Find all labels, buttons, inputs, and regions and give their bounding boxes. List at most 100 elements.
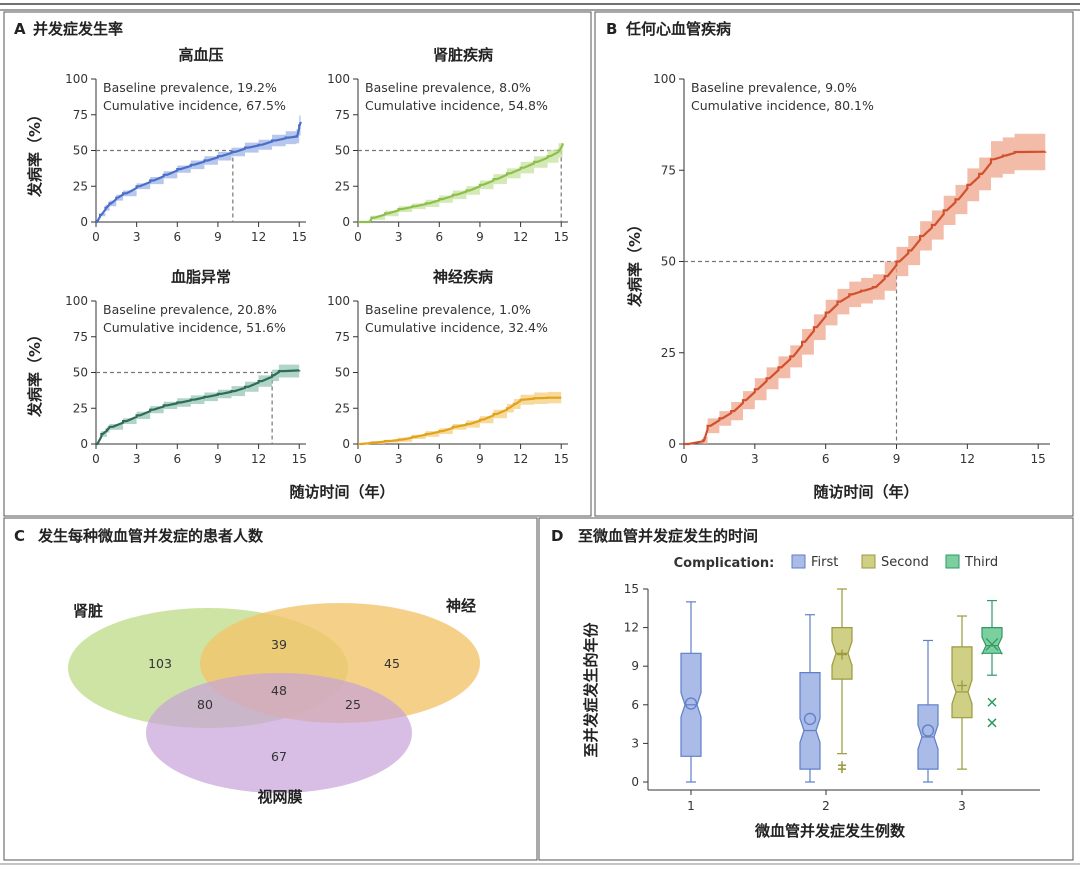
y-tick-label: 25 — [335, 401, 350, 415]
x-tick-label: 6 — [173, 230, 181, 244]
panel-d-title: 至微血管并发症发生的时间 — [578, 527, 758, 545]
x-tick-label: 9 — [214, 452, 222, 466]
x-tick-label: 2 — [822, 799, 830, 813]
annotation-line: Baseline prevalence, 8.0% — [365, 80, 531, 95]
x-tick-label: 12 — [513, 452, 528, 466]
box-body — [981, 626, 1003, 655]
panel-b-letter: B — [606, 20, 617, 38]
annotation-line: Baseline prevalence, 1.0% — [365, 302, 531, 317]
panel-b-heading: B 任何心血管疾病 — [606, 20, 731, 38]
y-tick-label: 50 — [73, 144, 88, 158]
y-tick-label: 0 — [342, 437, 350, 451]
panel-a-title: 并发症发生率 — [33, 20, 123, 38]
panel-a-heading: A 并发症发生率 — [14, 20, 123, 38]
y-tick-label: 75 — [73, 330, 88, 344]
panel-d-frame — [538, 517, 1074, 861]
x-tick-label: 0 — [354, 452, 362, 466]
panel-b-frame — [594, 11, 1074, 517]
incidence-curve — [358, 143, 564, 224]
mean-marker — [684, 697, 698, 710]
annotation-line: Baseline prevalence, 19.2% — [103, 80, 277, 95]
x-tick-label: 15 — [554, 230, 569, 244]
y-tick-label: 15 — [624, 582, 639, 596]
x-tick-label: 3 — [751, 452, 759, 466]
box-3-third — [981, 599, 1003, 728]
box-2-first — [799, 614, 821, 783]
line-chart-a4: 0 25 50 75 100 0 3 6 9 12 15 神经疾病 Baseline prevalenc… — [327, 268, 569, 466]
chart-title: 血脂异常 — [171, 268, 231, 286]
y-tick-label: 75 — [335, 330, 350, 344]
panel-b-xlabel: 随访时间（年） — [813, 483, 918, 501]
venn-label-neuro: 神经 — [446, 597, 476, 615]
venn-count-neuro-only: 45 — [384, 656, 400, 671]
venn-count-kidney-retina: 80 — [197, 697, 213, 712]
y-tick-label: 25 — [335, 179, 350, 193]
y-tick-label: 0 — [80, 215, 88, 229]
panel-a-xlabel: 随访时间（年） — [289, 483, 394, 501]
panel-b-title: 任何心血管疾病 — [625, 20, 731, 38]
annotation-line: Cumulative incidence, 54.8% — [365, 98, 548, 113]
incidence-curve — [684, 150, 1047, 446]
y-tick-label: 25 — [661, 346, 676, 360]
y-tick-label: 75 — [73, 108, 88, 122]
incidence-curve — [96, 121, 302, 224]
annotation-line: Baseline prevalence, 20.8% — [103, 302, 277, 317]
box-2-second — [831, 588, 853, 774]
y-tick-label: 0 — [631, 775, 639, 789]
panel-d-letter: D — [551, 527, 563, 545]
y-tick-label: 50 — [335, 144, 350, 158]
legend-swatch-second — [861, 554, 876, 569]
confidence-band — [358, 391, 562, 444]
x-tick-label: 6 — [822, 452, 830, 466]
x-tick-label: 12 — [251, 452, 266, 466]
y-tick-label: 50 — [661, 255, 676, 269]
annotation-line: Cumulative incidence, 80.1% — [691, 98, 874, 113]
x-tick-label: 0 — [354, 230, 362, 244]
x-tick-label: 6 — [435, 452, 443, 466]
panel-d-heading: D 至微血管并发症发生的时间 — [551, 527, 758, 545]
mean-marker — [957, 680, 967, 691]
box-1-first — [680, 601, 702, 783]
venn-label-retina: 视网膜 — [257, 788, 302, 806]
y-tick-label: 12 — [624, 621, 639, 635]
x-tick-label: 3 — [133, 452, 141, 466]
x-tick-label: 12 — [960, 452, 975, 466]
venn-count-neuro-retina: 25 — [345, 697, 361, 712]
annotation-line: Cumulative incidence, 67.5% — [103, 98, 286, 113]
confidence-band — [358, 131, 563, 222]
x-tick-label: 15 — [554, 452, 569, 466]
mean-marker — [985, 637, 999, 651]
line-chart-a3: 0 25 50 75 100 0 3 6 9 12 15 血脂异常 Baseline prevalenc… — [65, 268, 307, 466]
chart-title: 神经疾病 — [433, 268, 493, 286]
x-tick-label: 0 — [680, 452, 688, 466]
y-tick-label: 25 — [73, 401, 88, 415]
x-tick-label: 12 — [251, 230, 266, 244]
mean-marker — [921, 724, 935, 737]
x-tick-label: 3 — [395, 452, 403, 466]
legend-label-second: Second — [881, 555, 929, 570]
legend-title: Complication: — [674, 556, 775, 571]
x-tick-label: 3 — [133, 230, 141, 244]
panel-a-ylabel-bottom: 发病率（%） — [26, 327, 44, 418]
x-tick-label: 0 — [92, 230, 100, 244]
venn-set-retina — [146, 673, 412, 793]
y-tick-label: 6 — [631, 698, 639, 712]
legend-swatch-third — [945, 554, 960, 569]
box-ylabel: 至并发症发生的年份 — [582, 622, 600, 758]
box-xlabel: 微血管并发症发生例数 — [754, 822, 906, 840]
confidence-band — [684, 133, 1046, 444]
chart-title: 肾脏疾病 — [433, 46, 493, 64]
outlier-marker — [987, 718, 997, 728]
y-tick-label: 0 — [342, 215, 350, 229]
x-tick-label: 9 — [476, 230, 484, 244]
y-tick-label: 100 — [65, 294, 88, 308]
panel-c-title: 发生每种微血管并发症的患者人数 — [37, 527, 264, 545]
confidence-band — [96, 363, 300, 444]
x-tick-label: 3 — [395, 230, 403, 244]
y-tick-label: 0 — [80, 437, 88, 451]
line-chart-b: 0 25 50 75 100 0 3 6 9 12 15 Baseline prevalence, 9… — [626, 72, 1050, 501]
